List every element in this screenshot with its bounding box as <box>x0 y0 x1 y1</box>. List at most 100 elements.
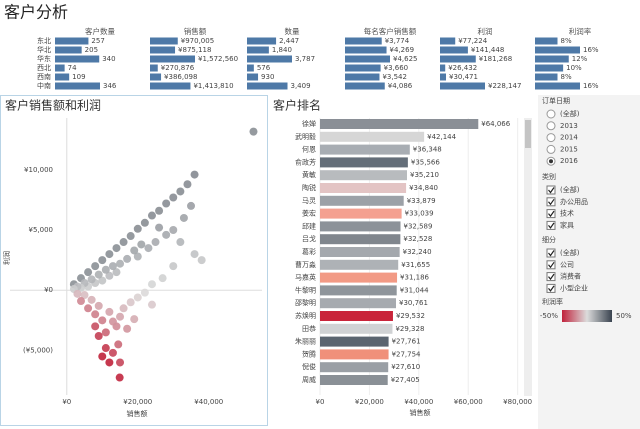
x-tick-label: ¥20,000 <box>123 398 152 406</box>
check-mark <box>548 273 555 281</box>
filter-option[interactable]: 办公用品 <box>560 197 588 206</box>
scroll-thumb[interactable] <box>525 120 531 148</box>
bar[interactable] <box>320 247 400 257</box>
row-label: 武明毅 <box>295 132 316 141</box>
row-label: 吕戈 <box>302 234 316 243</box>
checkbox[interactable] <box>546 248 556 258</box>
column-header: 每名客户销售额 <box>364 26 417 36</box>
checkbox[interactable] <box>546 272 556 282</box>
bar[interactable] <box>320 157 408 168</box>
bar[interactable] <box>320 144 410 155</box>
point <box>80 291 89 300</box>
filter-option[interactable]: 公司 <box>560 261 574 269</box>
point <box>94 301 103 310</box>
value-label: ¥26,432 <box>448 64 477 72</box>
bar <box>55 82 100 90</box>
filter-option[interactable]: (全部) <box>560 185 580 194</box>
row-label: 牛黎明 <box>295 285 316 294</box>
value-label: 257 <box>91 37 104 45</box>
row-label: 姜宏 <box>302 209 316 218</box>
checkbox[interactable] <box>546 283 556 293</box>
filter-option[interactable]: 消费者 <box>560 272 581 281</box>
filter-option[interactable]: 2014 <box>560 134 578 142</box>
row-label: 葛彩 <box>302 247 316 256</box>
point <box>249 127 258 136</box>
point <box>176 238 185 247</box>
scrollbar[interactable] <box>524 118 532 396</box>
ranking-title: 客户排名 <box>273 98 321 113</box>
bar <box>440 73 447 81</box>
value-label: ¥32,240 <box>403 248 432 256</box>
checkbox[interactable] <box>546 220 556 230</box>
filter-option[interactable]: 2013 <box>560 122 578 130</box>
filter-option[interactable]: 小型企业 <box>560 283 588 292</box>
value-label: ¥228,147 <box>488 82 521 90</box>
value-label: 205 <box>85 46 98 54</box>
bar[interactable] <box>320 362 389 373</box>
bar[interactable] <box>320 221 401 232</box>
point <box>105 250 114 259</box>
bar[interactable] <box>320 336 389 347</box>
checkbox[interactable] <box>546 209 556 219</box>
value-label: ¥3,774 <box>385 37 410 45</box>
value-label: ¥27,754 <box>392 350 421 358</box>
point <box>130 315 139 324</box>
bar[interactable] <box>320 259 399 270</box>
y-tick-label: ¥10,000 <box>24 166 53 174</box>
radio[interactable] <box>546 109 556 119</box>
filter-option[interactable]: 2015 <box>560 145 578 153</box>
bar[interactable] <box>320 272 398 283</box>
column-header: 利润率 <box>569 26 592 36</box>
value-label: 3,409 <box>291 82 311 90</box>
filter-option[interactable]: 技术 <box>560 209 574 218</box>
scatter-title: 客户销售额和利润 <box>5 98 101 113</box>
bar[interactable] <box>320 170 407 181</box>
bar[interactable] <box>320 375 388 385</box>
y-tick-label: ¥0 <box>44 286 53 294</box>
value-label: 16% <box>583 82 599 90</box>
checkbox[interactable] <box>546 197 556 207</box>
point <box>91 262 100 271</box>
value-label: ¥4,625 <box>393 55 418 63</box>
row-label: 邵黎明 <box>295 298 316 307</box>
point <box>140 218 149 227</box>
x-axis-title: 销售额 <box>127 409 148 418</box>
point <box>114 340 123 349</box>
y-axis-title: 利润 <box>2 251 11 265</box>
value-label: ¥31,655 <box>401 261 430 269</box>
checkbox[interactable] <box>546 185 556 195</box>
bar[interactable] <box>320 208 402 219</box>
radio[interactable] <box>546 144 556 154</box>
filter-option[interactable]: (全部) <box>560 248 580 257</box>
point <box>190 170 199 179</box>
value-label: 340 <box>102 55 115 63</box>
radio[interactable] <box>546 121 556 131</box>
point <box>133 224 142 233</box>
value-label: ¥29,328 <box>395 325 424 333</box>
bar[interactable] <box>320 195 404 206</box>
bar[interactable] <box>320 183 407 193</box>
bar <box>247 37 277 45</box>
bar[interactable] <box>320 285 397 296</box>
bar[interactable] <box>320 349 389 360</box>
radio[interactable] <box>546 133 556 143</box>
row-label: 贺腾 <box>302 349 316 358</box>
point <box>105 358 114 367</box>
bar[interactable] <box>320 234 401 245</box>
filter-option[interactable]: 2016 <box>560 157 578 165</box>
x-tick-label: ¥40,000 <box>404 398 433 406</box>
bar[interactable] <box>320 131 425 142</box>
bar[interactable] <box>320 323 393 334</box>
filter-option[interactable]: 家具 <box>560 220 574 229</box>
checkbox[interactable] <box>546 260 556 270</box>
x-tick-label: ¥0 <box>62 398 71 406</box>
check-mark <box>548 187 555 194</box>
bar[interactable] <box>320 311 393 321</box>
row-label: 周威 <box>302 375 316 384</box>
column-header: 客户数量 <box>85 26 115 36</box>
point <box>126 298 135 307</box>
value-label: ¥386,098 <box>164 73 197 81</box>
bar[interactable] <box>320 119 479 129</box>
bar[interactable] <box>320 298 396 309</box>
filter-option[interactable]: (全部) <box>560 109 580 118</box>
